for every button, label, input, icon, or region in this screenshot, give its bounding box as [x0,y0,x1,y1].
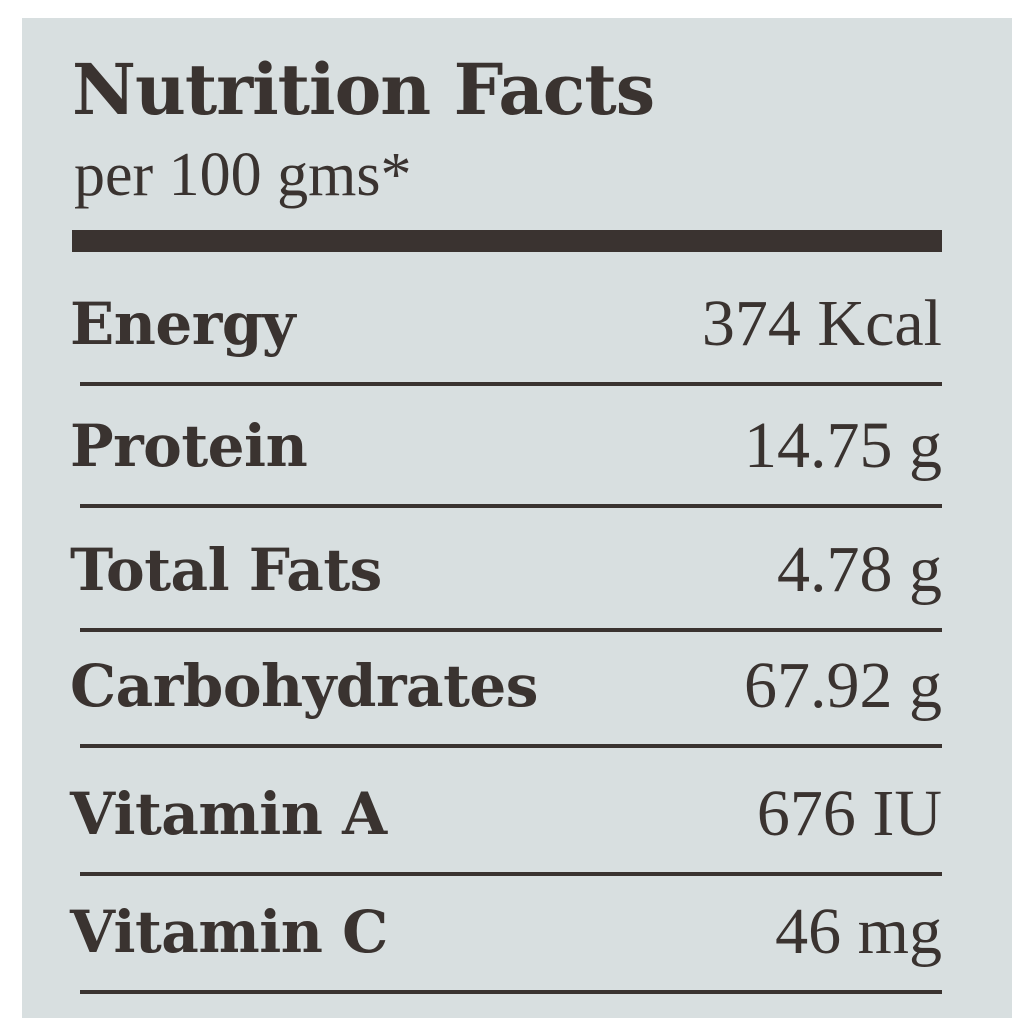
nutrient-value: 676 IU [756,777,942,850]
nutrient-value: 4.78 g [777,533,942,606]
nutrient-name: Energy [70,290,296,358]
row-divider [80,990,942,994]
nutrient-value: 374 Kcal [701,287,942,360]
serving-basis-text: per 100 gms* [74,141,412,209]
header-divider [72,230,942,252]
nutrient-row-carbohydrates: Carbohydrates 67.92 g [70,630,942,748]
nutrient-row-protein: Protein 14.75 g [70,390,942,508]
nutrient-value: 46 mg [775,895,942,968]
row-divider [80,382,942,386]
row-divider [80,872,942,876]
nutrition-facts-title: Nutrition Facts [72,48,655,131]
nutrient-row-energy: Energy 374 Kcal [70,268,942,386]
nutrient-name: Vitamin C [70,898,388,966]
row-divider [80,504,942,508]
nutrient-value: 67.92 g [744,649,942,722]
nutrient-name: Carbohydrates [70,652,538,720]
nutrient-name: Total Fats [70,536,382,604]
row-divider [80,744,942,748]
nutrient-name: Vitamin A [70,780,387,848]
nutrient-value: 14.75 g [744,409,942,482]
row-divider [80,628,942,632]
nutrient-row-total-fats: Total Fats 4.78 g [70,514,942,632]
nutrient-row-vitamin-c: Vitamin C 46 mg [70,876,942,994]
nutrition-facts-panel: Nutrition Facts per 100 gms* Energy 374 … [22,18,1012,1018]
nutrient-name: Protein [70,412,308,480]
nutrient-row-vitamin-a: Vitamin A 676 IU [70,758,942,876]
